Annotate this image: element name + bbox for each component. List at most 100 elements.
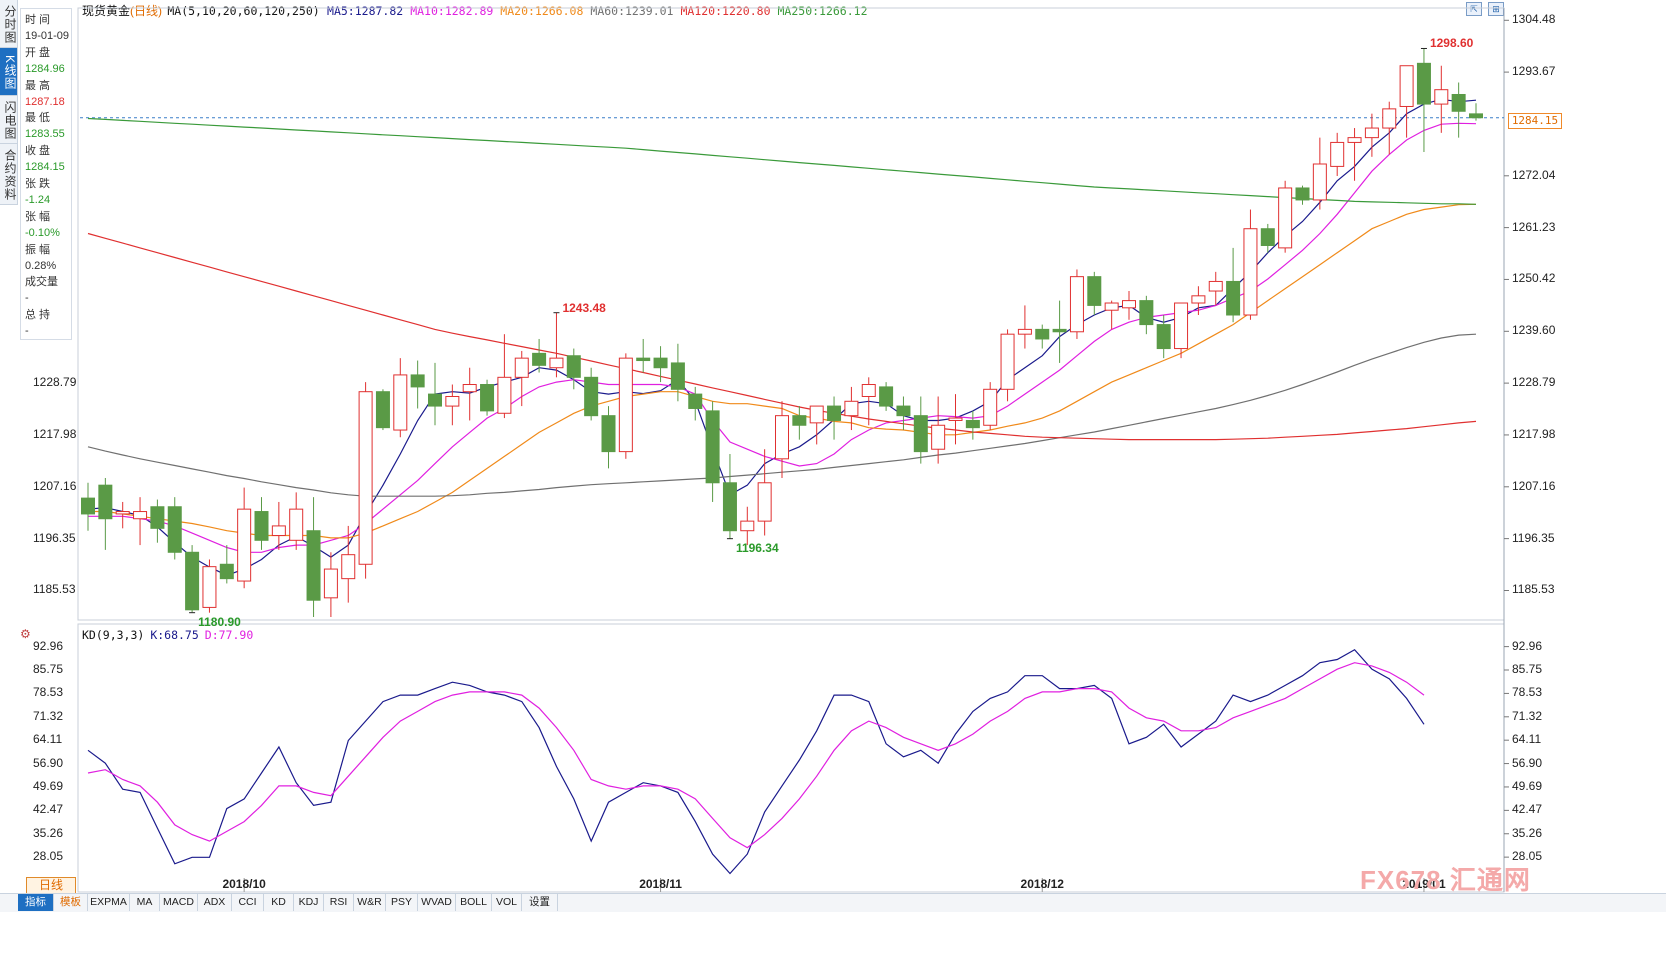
candle-body: [202, 566, 217, 608]
indicator-tab[interactable]: KDJ: [294, 894, 324, 911]
indicator-tab[interactable]: BOLL: [456, 894, 492, 911]
candle-body: [1416, 62, 1431, 105]
candle-body: [740, 520, 755, 532]
candle-body: [341, 554, 356, 580]
tab-contract-info[interactable]: 合约资料: [0, 144, 17, 205]
indicator-settings-icon[interactable]: ⚙: [20, 627, 31, 641]
extreme-value-label: 1180.90: [198, 614, 241, 629]
candle-body: [584, 376, 599, 417]
price-y-tick: 1239.60: [1512, 323, 1556, 338]
x-tick-label: 2018/11: [639, 877, 682, 891]
candle-body: [1052, 328, 1067, 333]
info-label: 张 幅: [25, 210, 51, 223]
kd-line-k: [87, 648, 1425, 875]
indicator-tab[interactable]: WVAD: [418, 894, 456, 911]
candle-body: [167, 506, 182, 553]
extreme-value-label: 1243.48: [562, 300, 606, 315]
chart-view-tabs: 分时图 K线图 闪电图 合约资料: [0, 0, 18, 205]
price-y-tick: 1261.23: [1512, 219, 1556, 234]
indicator-tab[interactable]: W&R: [354, 894, 386, 911]
kd-pane-frame: [77, 623, 1505, 893]
price-y-tick: 1304.48: [1512, 12, 1556, 27]
candle-body: [1278, 187, 1293, 249]
ma-line-ma250: [87, 117, 1477, 205]
candle-body: [428, 393, 442, 407]
kd-y-tick: 64.11: [1512, 732, 1542, 747]
quote-info-panel: 时 间 19-01-09 开 盘 1284.96 最 高 1287.18 最 低 1283.5…: [20, 8, 72, 340]
candle-body: [1295, 187, 1310, 201]
candle-body: [1035, 328, 1050, 340]
period-select-button[interactable]: 日线: [26, 877, 76, 894]
price-y-tick: 1185.53: [1512, 582, 1555, 597]
indicator-tab[interactable]: ADX: [198, 894, 232, 911]
x-tick-label: 2018/10: [222, 877, 266, 891]
candle-body: [636, 357, 651, 362]
candle-body: [827, 405, 842, 421]
price-y-tick-left: 1228.79: [33, 375, 77, 390]
info-value: -: [25, 292, 29, 305]
kd-y-tick-left: 35.26: [33, 825, 64, 840]
candle-body: [323, 568, 338, 599]
kd-y-tick: 56.90: [1512, 755, 1543, 770]
tab-kline[interactable]: K线图: [0, 48, 17, 96]
indicator-tab[interactable]: MACD: [160, 894, 198, 911]
watermark-logo: FX678 汇通网: [1360, 865, 1531, 895]
candle-body: [1451, 93, 1466, 112]
candle-body: [480, 384, 495, 412]
candle-body: [688, 393, 703, 409]
candle-body: [1156, 324, 1171, 350]
candle-body: [219, 563, 234, 580]
indicator-tab[interactable]: 指标: [18, 894, 54, 911]
extreme-value-label: 1298.60: [1429, 36, 1474, 51]
info-label: 振 幅: [25, 243, 51, 256]
indicator-tab[interactable]: EXPMA: [88, 894, 130, 911]
candle-body: [115, 511, 130, 515]
tab-flash-chart[interactable]: 闪电图: [0, 96, 17, 144]
candle-body: [1139, 300, 1154, 326]
candle-body: [1330, 141, 1345, 167]
info-label: 张 跌: [25, 178, 51, 190]
candle-body: [289, 508, 304, 541]
candle-body: [98, 484, 113, 520]
info-label: 总 持: [25, 309, 51, 322]
indicator-tab[interactable]: CCI: [232, 894, 264, 911]
candle-body: [237, 508, 252, 582]
candle-body: [653, 357, 668, 369]
candle-body: [81, 497, 95, 515]
price-y-tick: 1228.79: [1512, 375, 1556, 390]
indicator-tab[interactable]: MA: [130, 894, 160, 911]
indicator-tab[interactable]: 设置: [522, 894, 558, 911]
price-y-tick: 1217.98: [1512, 426, 1556, 441]
candle-body: [792, 415, 807, 426]
indicator-tab[interactable]: 模板: [54, 894, 88, 911]
current-price-tag: 1284.15: [1508, 113, 1562, 129]
x-tick-label: 2018/12: [1020, 877, 1064, 891]
kd-y-tick-left: 64.11: [33, 732, 63, 747]
kd-y-tick-left: 42.47: [33, 802, 64, 817]
candle-body: [913, 415, 928, 453]
indicator-tab[interactable]: RSI: [324, 894, 354, 911]
indicator-tab[interactable]: KD: [264, 894, 294, 911]
info-label: 开 盘: [25, 46, 51, 59]
candle-body: [358, 391, 373, 565]
indicator-tab[interactable]: VOL: [492, 894, 522, 911]
candle-body: [1260, 228, 1275, 246]
candle-body: [445, 395, 460, 407]
indicator-tab[interactable]: PSY: [386, 894, 418, 911]
kd-y-tick: 35.26: [1512, 825, 1543, 840]
kd-params: KD(9,3,3): [82, 628, 145, 642]
chart-zoom-icon[interactable]: ⇱: [1466, 2, 1482, 16]
candle-body: [1312, 163, 1327, 201]
candle-body: [549, 357, 564, 369]
kd-y-tick-left: 92.96: [33, 638, 64, 653]
candle-body: [775, 415, 789, 460]
tab-time-share[interactable]: 分时图: [0, 0, 17, 48]
candle-body: [514, 357, 529, 378]
chart-canvas: [77, 7, 1509, 893]
info-value: 1284.96: [25, 62, 65, 75]
candle-body: [757, 482, 772, 522]
kd-y-tick-left: 78.53: [33, 685, 64, 700]
kd-y-tick: 92.96: [1512, 638, 1543, 653]
kd-y-tick-left: 49.69: [33, 778, 64, 793]
kd-y-tick: 85.75: [1512, 662, 1543, 676]
